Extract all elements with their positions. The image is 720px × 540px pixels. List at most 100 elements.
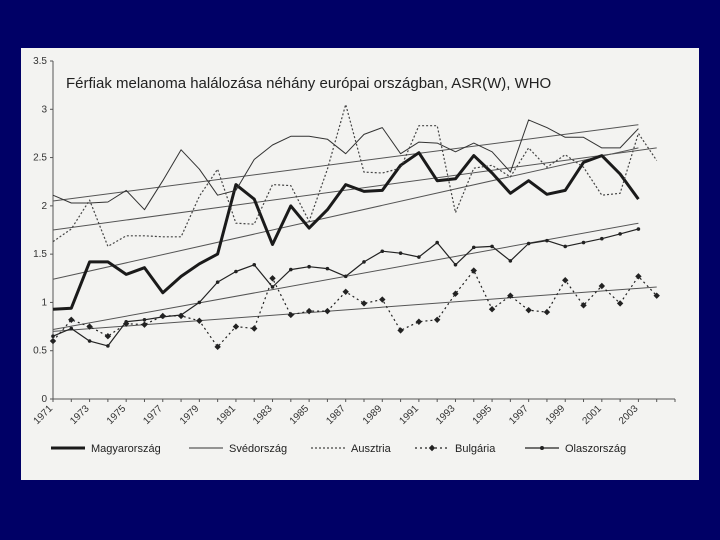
x-tick-label: 1973 xyxy=(68,403,92,427)
data-point-Bulgária xyxy=(470,267,477,274)
data-point-Bulgária xyxy=(269,275,276,282)
data-point-Olaszország xyxy=(252,262,257,267)
x-tick-label: 1983 xyxy=(251,403,275,427)
data-point-Bulgária xyxy=(324,307,331,315)
data-point-Bulgária xyxy=(397,327,404,334)
data-point-Bulgária xyxy=(86,323,93,330)
trendline-Bulgária xyxy=(52,286,657,332)
legend-label-Ausztria: Ausztria xyxy=(351,443,392,455)
data-point-Olaszország xyxy=(343,274,348,279)
data-point-Bulgária xyxy=(379,296,386,303)
x-tick-label: 1981 xyxy=(215,403,239,427)
x-tick-label: 1993 xyxy=(434,403,458,427)
data-point-Olaszország xyxy=(362,260,366,264)
x-tick-label: 2001 xyxy=(580,403,604,427)
x-tick-label: 2003 xyxy=(617,403,641,427)
data-point-Olaszország xyxy=(490,244,494,249)
y-tick-label: 1.5 xyxy=(33,249,47,260)
x-tick-label: 1975 xyxy=(105,403,129,427)
data-point-Olaszország xyxy=(417,255,421,259)
data-point-Olaszország xyxy=(453,262,458,267)
data-point-Bulgária xyxy=(214,343,221,351)
data-point-Bulgária xyxy=(580,302,587,309)
data-point-Olaszország xyxy=(600,236,604,241)
data-point-Bulgária xyxy=(68,316,75,324)
legend-label-Svédország: Svédország xyxy=(229,443,287,455)
series-line-Olaszország xyxy=(52,228,639,347)
data-point-Olaszország xyxy=(270,285,275,289)
data-point-Bulgária xyxy=(433,316,441,324)
data-point-Bulgária xyxy=(653,292,660,299)
x-tick-label: 1985 xyxy=(288,403,312,427)
y-tick-label: 0.5 xyxy=(33,346,47,357)
data-point-Olaszország xyxy=(51,334,55,339)
data-point-Bulgária xyxy=(598,282,606,290)
data-point-Olaszország xyxy=(87,339,92,343)
data-point-Olaszország xyxy=(160,315,165,319)
x-tick-label: 1977 xyxy=(141,403,165,427)
data-point-Bulgária xyxy=(525,306,532,314)
data-point-Olaszország xyxy=(380,249,385,254)
data-point-Olaszország xyxy=(526,241,531,246)
legend-marker-Bulgária xyxy=(428,444,436,452)
y-tick-label: 3 xyxy=(41,104,47,115)
y-tick-label: 0 xyxy=(41,394,47,405)
data-point-Olaszország xyxy=(508,259,513,263)
data-point-Bulgária xyxy=(196,317,203,324)
slide-panel: 0 0.5 1 1.5 2 2.5 3 3.5 1971 1973 1975 1977 1979 1981… xyxy=(21,48,699,480)
x-tick-label: 1999 xyxy=(544,403,568,427)
data-point-Bulgária xyxy=(342,288,349,296)
data-point-Bulgária xyxy=(452,290,459,297)
legend-label-Olaszország: Olaszország xyxy=(565,443,626,455)
data-point-Bulgária xyxy=(616,300,624,307)
y-tick-label: 2.5 xyxy=(33,153,47,164)
data-point-Bulgária xyxy=(287,311,295,319)
data-point-Bulgária xyxy=(415,318,423,325)
data-point-Olaszország xyxy=(124,319,128,324)
x-tick-label: 1987 xyxy=(324,403,348,427)
data-point-Bulgária xyxy=(562,277,569,284)
x-tick-label: 1997 xyxy=(507,403,531,427)
x-tick-label: 1989 xyxy=(361,403,385,427)
data-point-Olaszország xyxy=(69,326,74,331)
data-point-Olaszország xyxy=(106,344,110,348)
y-tick-label: 2 xyxy=(41,201,47,212)
data-point-Bulgária xyxy=(232,323,240,330)
trendline-Svédország xyxy=(52,124,639,202)
data-point-Bulgária xyxy=(305,307,313,315)
y-tick-label: 1 xyxy=(41,297,47,308)
data-point-Bulgária xyxy=(251,325,258,332)
x-tick-label: 1971 xyxy=(32,403,56,427)
line-chart: 0 0.5 1 1.5 2 2.5 3 3.5 1971 1973 1975 1977 1979 1981… xyxy=(32,56,676,455)
data-point-Olaszország xyxy=(545,238,549,243)
trendline-Magyarország xyxy=(52,147,639,280)
data-point-Olaszország xyxy=(618,232,622,236)
x-tick-label: 1991 xyxy=(397,403,421,427)
data-point-Olaszország xyxy=(471,245,476,250)
chart-title: Férfiak melanoma halálozása néhány európ… xyxy=(66,75,552,92)
data-point-Bulgária xyxy=(635,273,642,280)
data-point-Olaszország xyxy=(197,300,202,305)
series-line-Magyarország xyxy=(52,151,640,311)
data-point-Bulgária xyxy=(507,292,514,299)
data-point-Olaszország xyxy=(215,280,220,284)
legend-marker-Olaszország xyxy=(540,446,544,450)
data-point-Bulgária xyxy=(141,321,148,328)
series-line-Svédország xyxy=(52,119,639,211)
legend-label-Magyarország: Magyarország xyxy=(91,443,161,455)
data-point-Olaszország xyxy=(289,267,293,272)
data-point-Olaszország xyxy=(398,251,403,255)
x-tick-label: 1995 xyxy=(471,403,495,427)
y-tick-label: 3.5 xyxy=(33,56,47,67)
data-point-Olaszország xyxy=(581,240,586,245)
data-point-Olaszország xyxy=(179,313,183,317)
data-point-Olaszország xyxy=(325,266,330,271)
data-point-Olaszország xyxy=(142,318,147,322)
data-point-Olaszország xyxy=(636,227,641,231)
legend-label-Bulgária: Bulgária xyxy=(455,443,496,455)
data-point-Olaszország xyxy=(435,240,439,245)
data-point-Bulgária xyxy=(104,333,112,340)
x-tick-label: 1979 xyxy=(178,403,202,427)
data-point-Bulgária xyxy=(488,305,496,313)
data-point-Bulgária xyxy=(49,337,57,345)
